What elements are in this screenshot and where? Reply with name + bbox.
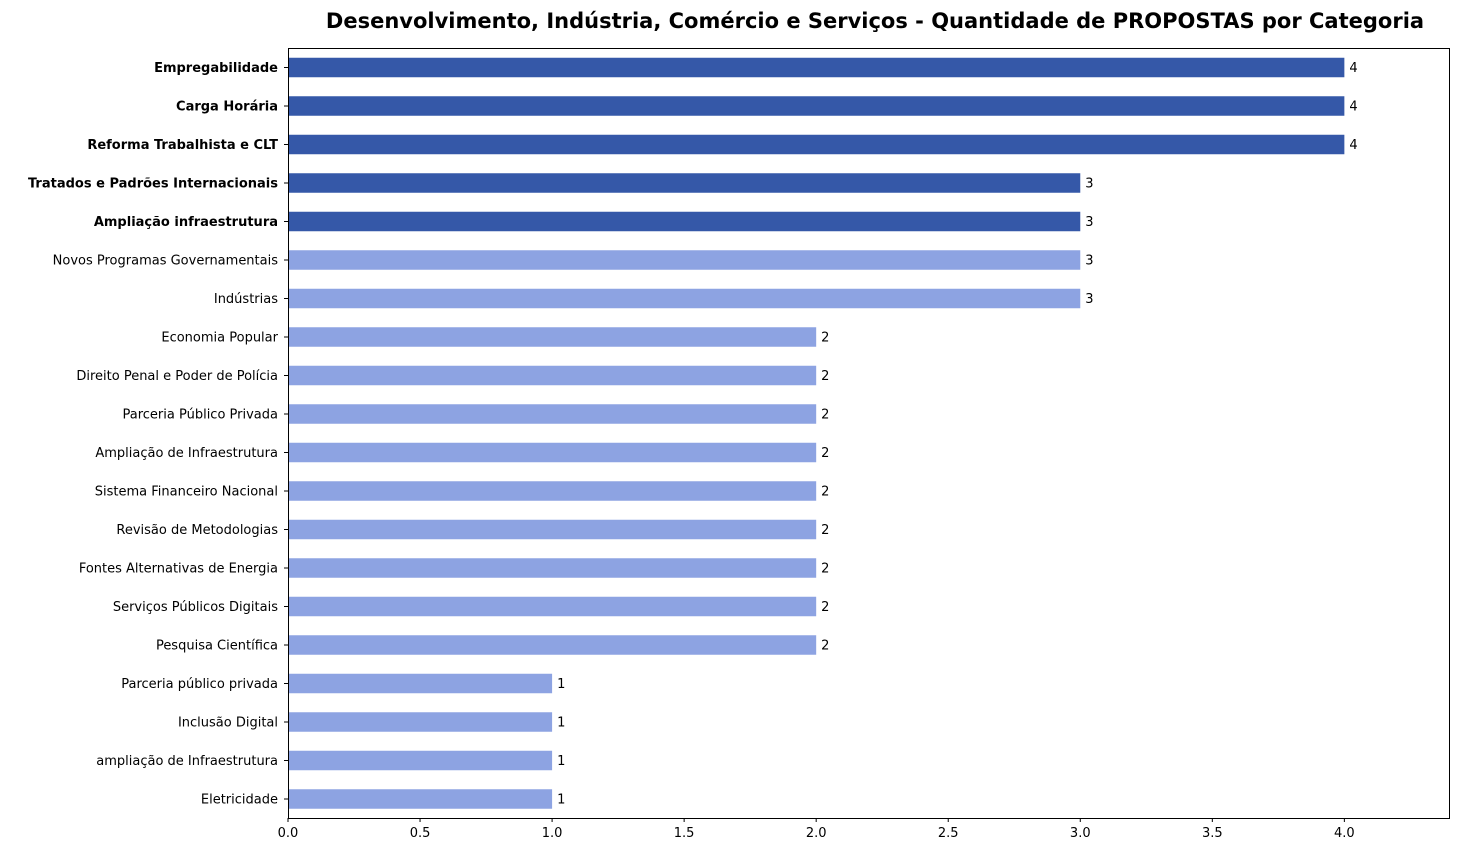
x-tick-label: 2.5 — [938, 826, 959, 841]
bar-value-label: 2 — [821, 485, 829, 500]
bar — [288, 365, 817, 386]
bar-value-label: 4 — [1349, 100, 1357, 115]
bar-value-label: 2 — [821, 639, 829, 654]
bar-value-label: 4 — [1349, 61, 1357, 76]
bar — [288, 558, 817, 578]
x-tick-label: 0.5 — [410, 826, 431, 841]
category-label: ampliação de Infraestrutura — [96, 754, 278, 769]
bar-value-label: 3 — [1085, 177, 1093, 192]
bar — [288, 288, 1081, 309]
plot-frame — [288, 48, 1450, 819]
bar — [288, 712, 553, 732]
bar — [288, 173, 1081, 193]
category-label: Ampliação infraestrutura — [94, 215, 278, 230]
bar — [288, 404, 817, 424]
chart-title: Desenvolvimento, Indústria, Comércio e S… — [326, 9, 1424, 33]
category-label: Serviços Públicos Digitais — [113, 600, 278, 615]
bar — [288, 673, 553, 694]
bar-value-label: 3 — [1085, 254, 1093, 269]
category-label: Direito Penal e Poder de Polícia — [76, 369, 278, 384]
bar-value-label: 1 — [557, 716, 565, 731]
bar-value-label: 1 — [557, 793, 565, 808]
bar-value-label: 2 — [821, 446, 829, 461]
bars-group — [288, 57, 1345, 809]
category-label: Novos Programas Governamentais — [53, 254, 279, 269]
bar-value-label: 3 — [1085, 292, 1093, 307]
bar-value-label: 4 — [1349, 138, 1357, 153]
x-tick-label: 0.0 — [278, 826, 299, 841]
category-label: Inclusão Digital — [178, 716, 278, 731]
category-label: Fontes Alternativas de Energia — [79, 562, 278, 577]
bar — [288, 442, 817, 463]
category-label: Pesquisa Científica — [156, 639, 278, 654]
bar — [288, 96, 1345, 116]
x-tick-label: 2.0 — [806, 826, 827, 841]
bar-value-label: 2 — [821, 600, 829, 615]
category-label: Reforma Trabalhista e CLT — [87, 138, 278, 153]
bar-value-label: 3 — [1085, 215, 1093, 230]
x-tick-label: 1.5 — [674, 826, 695, 841]
x-tick-label: 3.0 — [1070, 826, 1091, 841]
bar — [288, 211, 1081, 232]
category-labels-group: Empregabilidade Carga Horária Reforma Trab… — [28, 61, 288, 808]
category-label: Ampliação de Infraestrutura — [95, 446, 278, 461]
bar — [288, 596, 817, 617]
bar-value-label: 2 — [821, 562, 829, 577]
value-labels-group: 4 4 4 3 3 3 3 2 2 2 2 2 2 2 2 2 1 1 1 1 — [557, 61, 1358, 808]
category-label: Carga Horária — [176, 100, 278, 115]
bar — [288, 750, 553, 771]
category-label: Eletricidade — [201, 793, 278, 808]
category-label: Empregabilidade — [154, 61, 278, 76]
bar — [288, 327, 817, 347]
bar-value-label: 1 — [557, 677, 565, 692]
bar — [288, 519, 817, 540]
bar-value-label: 2 — [821, 369, 829, 384]
category-label: Sistema Financeiro Nacional — [95, 485, 278, 500]
bar-value-label: 1 — [557, 754, 565, 769]
bar — [288, 134, 1345, 155]
category-label: Economia Popular — [161, 331, 278, 346]
category-label: Parceria Público Privada — [123, 408, 279, 423]
x-tick-label: 4.0 — [1334, 826, 1355, 841]
category-label: Parceria público privada — [121, 677, 278, 692]
bar-value-label: 2 — [821, 408, 829, 423]
bar — [288, 250, 1081, 270]
category-label: Indústrias — [214, 292, 278, 307]
bar — [288, 635, 817, 655]
bar-value-label: 2 — [821, 331, 829, 346]
category-label: Revisão de Metodologias — [116, 523, 278, 538]
bar — [288, 481, 817, 501]
x-tick-label: 1.0 — [542, 826, 563, 841]
bar-value-label: 2 — [821, 523, 829, 538]
bar — [288, 789, 553, 809]
x-axis-ticks-group: 0.0 0.5 1.0 1.5 2.0 2.5 3.0 3.5 4.0 — [278, 818, 1355, 841]
bar — [288, 57, 1345, 78]
category-label: Tratados e Padrões Internacionais — [28, 177, 278, 192]
x-tick-label: 3.5 — [1202, 826, 1223, 841]
